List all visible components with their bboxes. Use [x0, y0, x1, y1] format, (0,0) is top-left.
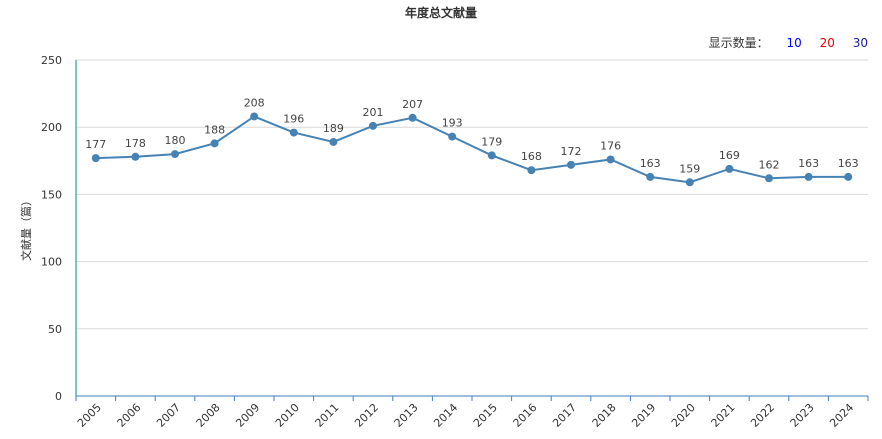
series-line: [95, 115, 849, 184]
data-label: 179: [481, 135, 502, 148]
display-count-20[interactable]: 20: [819, 36, 835, 50]
data-point: [487, 151, 496, 160]
x-tick-label: 2007: [154, 401, 183, 430]
y-tick-label: 250: [41, 54, 62, 67]
data-point: [131, 152, 140, 161]
data-point: [725, 164, 734, 173]
y-tick-label: 150: [41, 188, 62, 201]
data-point: [567, 160, 575, 169]
x-tick-label: 2021: [709, 401, 738, 430]
axes: [75, 60, 869, 401]
data-points: [91, 112, 853, 187]
data-label: 207: [402, 98, 423, 111]
x-tick-label: 2006: [115, 401, 144, 430]
data-point: [844, 172, 853, 181]
x-tick-label: 2024: [827, 401, 856, 430]
x-tick-label: 2019: [629, 401, 658, 430]
data-point: [685, 178, 694, 187]
x-tick-label: 2009: [233, 401, 262, 430]
data-label: 196: [283, 113, 304, 126]
data-label: 168: [521, 150, 542, 163]
data-label: 176: [600, 139, 621, 152]
data-point: [448, 132, 457, 141]
x-tick-label: 2020: [669, 401, 698, 430]
data-point: [289, 128, 298, 137]
data-label: 178: [125, 137, 146, 150]
data-label: 163: [838, 157, 859, 170]
data-label: 177: [85, 138, 106, 151]
data-point: [329, 137, 338, 146]
x-tick-label: 2023: [788, 401, 817, 430]
grid-lines: [76, 59, 868, 330]
y-tick-label: 50: [48, 323, 62, 336]
x-tick-label: 2014: [431, 401, 460, 430]
display-count-selector: 显示数量： 10 20 30: [709, 34, 868, 51]
x-tick-label: 2017: [550, 401, 579, 430]
x-tick-label: 2011: [313, 401, 342, 430]
x-tick-label: 2012: [352, 401, 381, 430]
x-tick-label: 2018: [590, 401, 619, 430]
data-point: [91, 154, 100, 163]
data-point: [210, 139, 219, 148]
display-count-30[interactable]: 30: [852, 36, 868, 50]
data-label: 163: [798, 157, 819, 170]
data-label: 193: [442, 117, 463, 130]
y-axis-label: 文献量（篇）: [19, 195, 33, 261]
data-label: 208: [244, 96, 265, 109]
data-point: [250, 112, 259, 121]
display-count-label: 显示数量：: [708, 36, 769, 50]
data-label: 180: [165, 134, 186, 147]
x-tick-label: 2005: [75, 401, 104, 430]
x-tick-label: 2010: [273, 401, 302, 430]
chart-title: 年度总文献量: [404, 6, 477, 20]
data-point: [646, 172, 655, 181]
data-point: [369, 121, 377, 130]
data-label: 188: [204, 123, 225, 136]
y-tick-label: 200: [41, 121, 62, 134]
data-point: [171, 150, 179, 159]
x-tick-label: 2015: [471, 401, 500, 430]
x-tick-label: 2013: [392, 401, 421, 430]
x-tick-label: 2022: [748, 401, 777, 430]
data-label: 163: [640, 157, 661, 170]
x-tick-label: 2016: [511, 401, 540, 430]
data-point: [408, 113, 417, 122]
data-label: 172: [561, 145, 582, 158]
data-point: [527, 166, 536, 175]
data-label: 169: [719, 149, 740, 162]
data-label: 159: [679, 162, 700, 175]
y-tick-label: 100: [41, 256, 62, 269]
y-tick-labels: 0 50 100 150 200 250: [41, 54, 62, 403]
display-count-10[interactable]: 10: [786, 36, 802, 50]
y-tick-label: 0: [55, 390, 62, 403]
data-label: 162: [759, 158, 780, 171]
x-tick-labels: 2005 2006 2007 2008 2009 2010 2011 2012 2013 2014…: [75, 401, 856, 430]
data-label: 189: [323, 122, 344, 135]
data-point: [804, 172, 813, 181]
data-point: [765, 174, 773, 183]
data-label: 201: [363, 106, 384, 119]
data-point: [606, 155, 615, 164]
data-labels: 177 178 180 188 208 196 189 201 207 193 179 168 172 1…: [85, 96, 858, 175]
x-tick-label: 2008: [194, 401, 223, 430]
